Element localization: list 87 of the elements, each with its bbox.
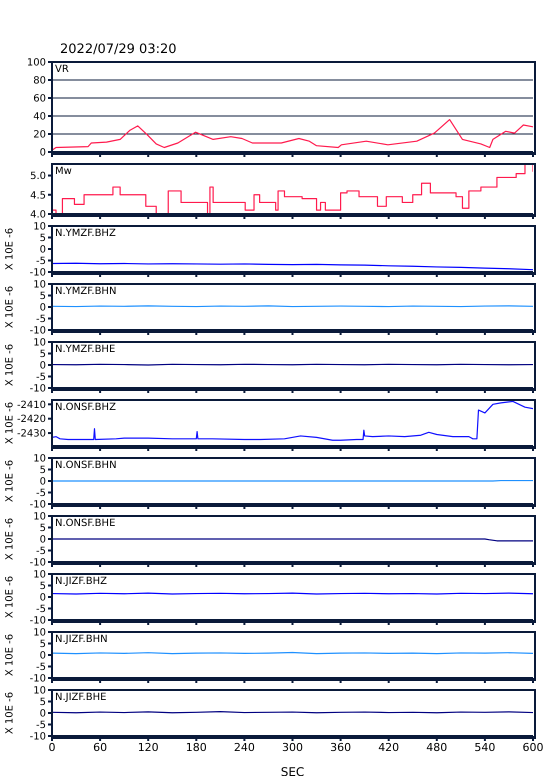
- y-axis-title: X 10E -6: [4, 692, 16, 734]
- y-tick-label: 0: [40, 650, 46, 662]
- y-tick-label: 10: [33, 686, 46, 697]
- y-axis-title: X 10E -6: [4, 344, 16, 386]
- y-tick-label: 5: [40, 581, 46, 592]
- y-tick-label: -5: [36, 256, 46, 268]
- y-tick-label: 5: [40, 523, 46, 534]
- x-tick-label: 540: [474, 740, 496, 754]
- y-tick-label: -5: [36, 372, 46, 384]
- y-tick-label: -2430: [16, 428, 46, 440]
- y-tick-label: -5: [36, 488, 46, 500]
- y-axis-title: X 10E -6: [4, 518, 16, 560]
- y-tick-label: 10: [33, 628, 46, 639]
- y-tick-label: -2410: [16, 400, 46, 411]
- x-tick-label: 420: [378, 740, 400, 754]
- annotation: N.YMZF.BHN: [55, 286, 116, 297]
- y-tick-label: -10: [30, 558, 46, 569]
- annotation: N.YMZF.BHE: [55, 344, 116, 355]
- x-tick-label: 180: [186, 740, 207, 754]
- y-tick-label: 5: [40, 697, 46, 708]
- y-tick-label: 20: [33, 130, 46, 141]
- x-tick-label: 360: [330, 740, 352, 754]
- line-series: [52, 262, 533, 270]
- x-tick-label: 60: [93, 740, 108, 754]
- annotation: N.YMZF.BHZ: [55, 228, 116, 239]
- x-tick-label: 0: [48, 740, 56, 754]
- y-tick-label: 5: [40, 291, 46, 302]
- annotation: Mw: [55, 166, 72, 177]
- line-series: [52, 400, 533, 441]
- y-axis-title: X 10E -6: [4, 228, 16, 270]
- annotation: N.ONSF.BHZ: [55, 402, 116, 413]
- y-tick-label: 10: [33, 512, 46, 523]
- chart-title: 2022/07/29 03:20: [60, 42, 177, 57]
- y-tick-label: 5: [40, 233, 46, 244]
- y-tick-label: 10: [33, 280, 46, 291]
- y-axis-title: X 10E -6: [4, 576, 16, 618]
- y-tick-label: 0: [40, 244, 46, 256]
- y-tick-label: 100: [26, 58, 46, 69]
- y-tick-label: 10: [33, 222, 46, 233]
- y-tick-label: -5: [36, 314, 46, 326]
- y-tick-label: 5: [40, 349, 46, 360]
- y-tick-label: 10: [33, 570, 46, 581]
- y-tick-label: -5: [36, 720, 46, 732]
- y-tick-label: -10: [30, 616, 46, 627]
- x-tick-label: 600: [522, 740, 544, 754]
- y-tick-label: 0: [40, 534, 46, 546]
- y-axis-title: X 10E -6: [4, 460, 16, 502]
- annotation: N.JIZF.BHE: [55, 692, 106, 703]
- y-tick-label: -5: [36, 546, 46, 558]
- y-tick-label: -5: [36, 604, 46, 616]
- x-tick-label: 240: [234, 740, 255, 754]
- y-tick-label: 10: [33, 454, 46, 465]
- annotation: N.ONSF.BHE: [55, 518, 116, 529]
- y-tick-label: 60: [33, 94, 46, 105]
- y-tick-label: -10: [30, 674, 46, 685]
- y-tick-label: -10: [30, 326, 46, 337]
- y-tick-label: 4.5: [30, 190, 46, 202]
- y-tick-label: 0: [40, 708, 46, 720]
- y-tick-label: -10: [30, 732, 46, 743]
- annotation: N.JIZF.BHZ: [55, 576, 107, 587]
- y-tick-label: 0: [40, 476, 46, 488]
- y-tick-label: -10: [30, 500, 46, 511]
- y-tick-label: 80: [33, 76, 46, 87]
- x-tick-label: 300: [282, 740, 303, 754]
- annotation: VR: [55, 64, 69, 75]
- y-axis-title: X 10E -6: [4, 402, 16, 444]
- y-tick-label: 0: [40, 592, 46, 604]
- y-tick-label: 5: [40, 639, 46, 650]
- x-axis-title: SEC: [280, 765, 304, 779]
- y-tick-label: 10: [33, 338, 46, 349]
- y-tick-label: -10: [30, 384, 46, 395]
- y-axis-title: X 10E -6: [4, 634, 16, 676]
- x-tick-label: 120: [138, 740, 159, 754]
- y-axis-title: X 10E -6: [4, 286, 16, 328]
- y-tick-label: 5: [40, 465, 46, 476]
- y-tick-label: 0: [40, 302, 46, 314]
- y-tick-label: -2420: [16, 414, 46, 426]
- y-tick-label: -10: [30, 268, 46, 279]
- y-tick-label: 4.0: [30, 210, 46, 221]
- y-tick-label: 0: [40, 360, 46, 372]
- y-tick-label: -5: [36, 662, 46, 674]
- x-tick-label: 480: [426, 740, 448, 754]
- y-tick-label: 0: [40, 148, 46, 159]
- annotation: N.ONSF.BHN: [55, 460, 117, 471]
- annotation: N.JIZF.BHN: [55, 634, 108, 645]
- y-tick-label: 40: [33, 112, 46, 123]
- y-tick-label: 5.0: [30, 171, 46, 182]
